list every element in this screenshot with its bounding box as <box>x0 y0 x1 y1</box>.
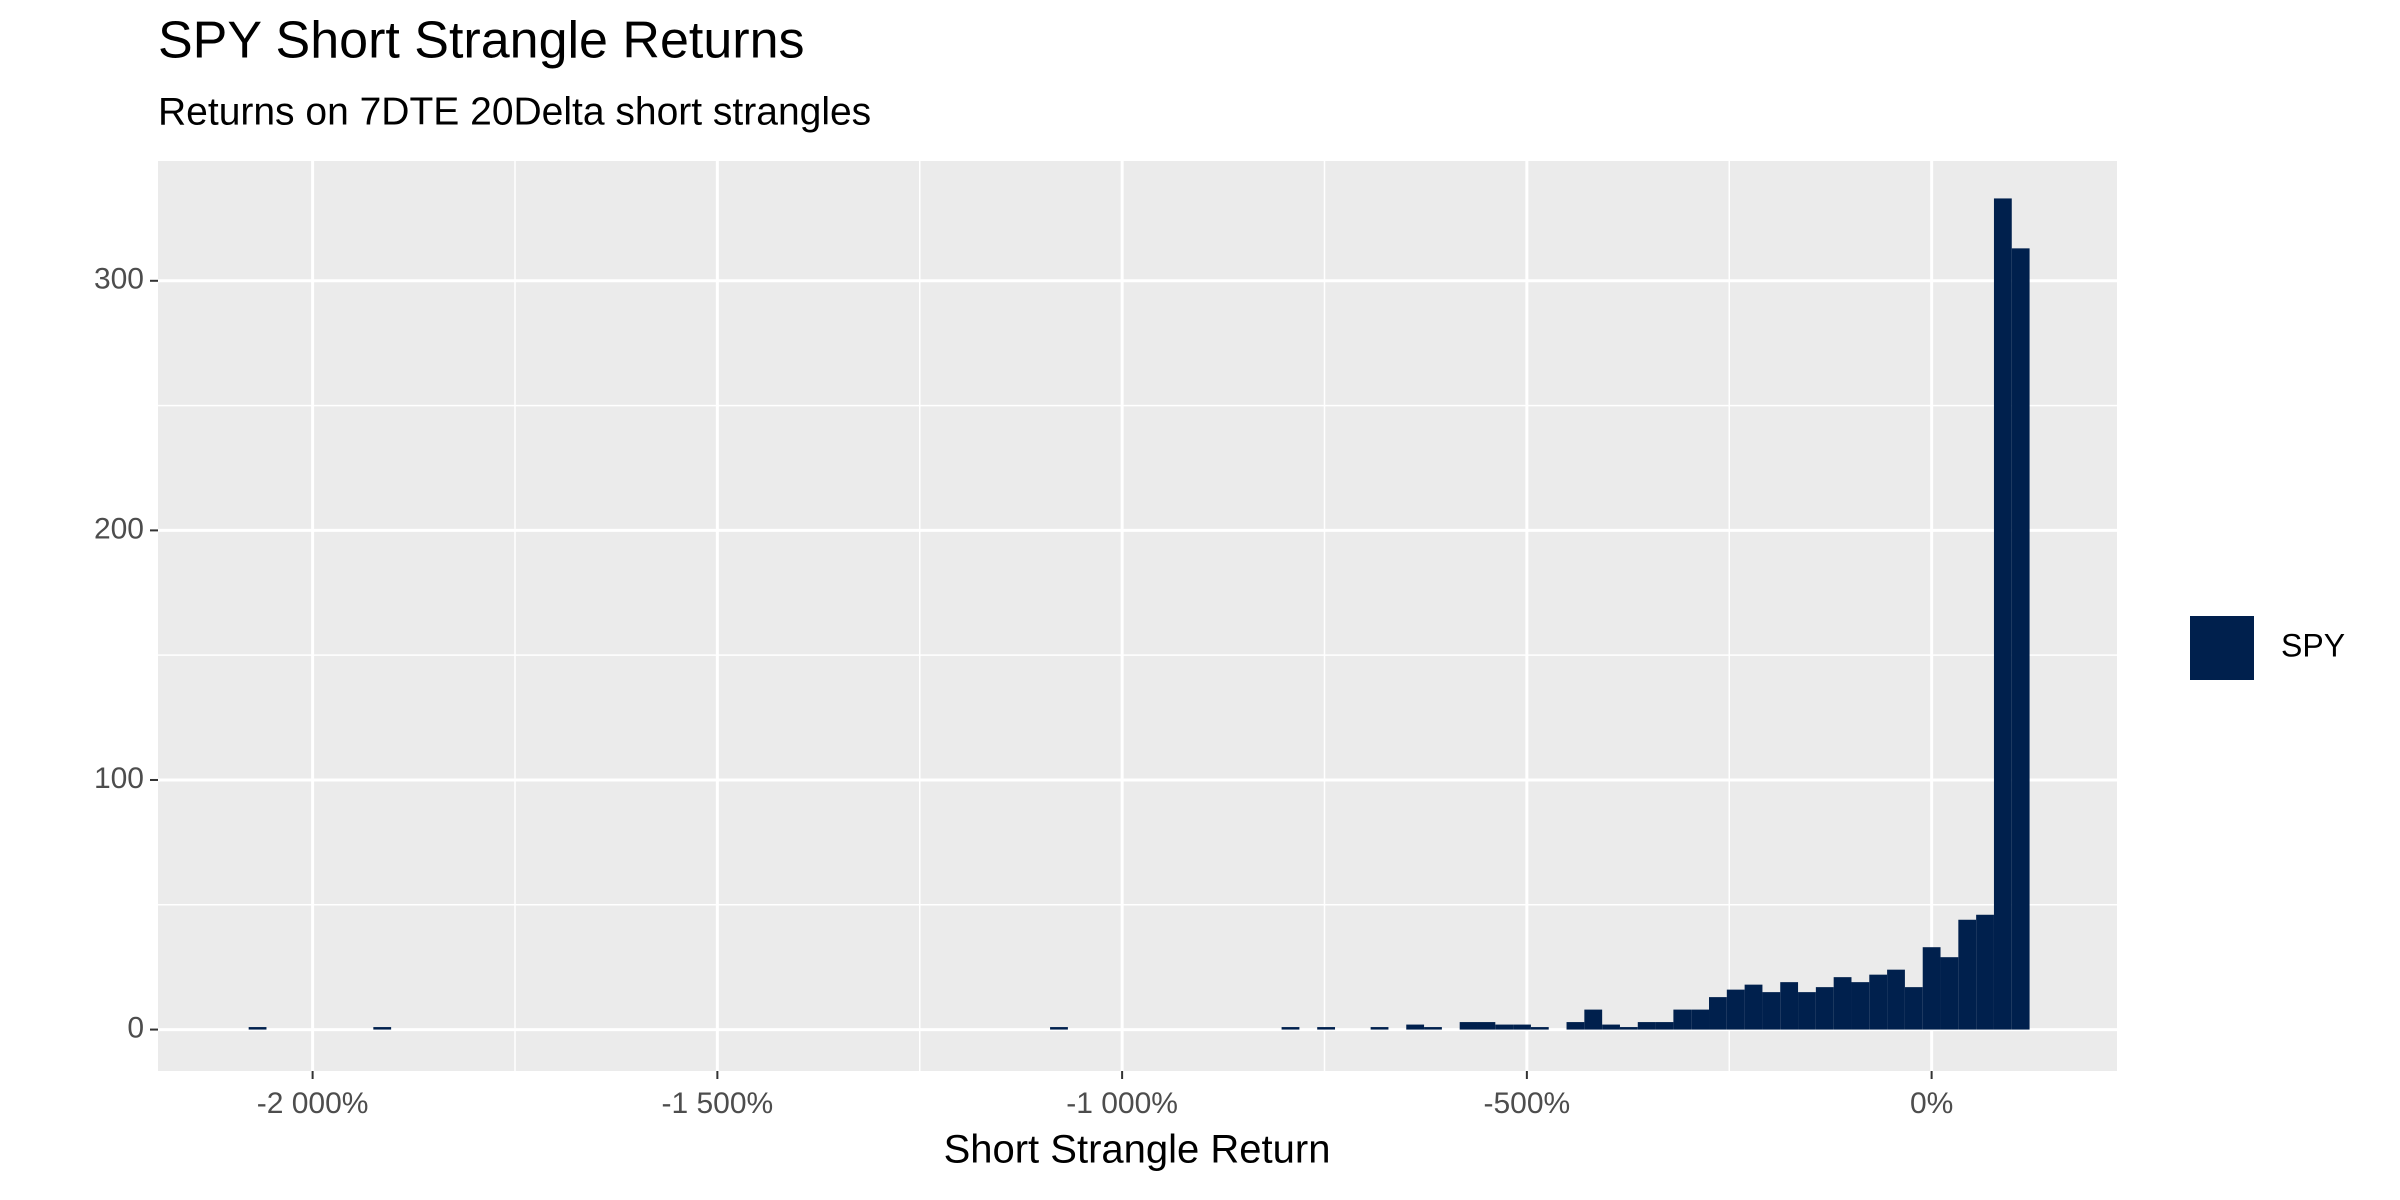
bar <box>1602 1024 1620 1030</box>
bar <box>1530 1027 1549 1030</box>
bar <box>1922 947 1941 1030</box>
x-tick-label: -2 000% <box>257 1087 369 1120</box>
y-tick-label: 100 <box>94 762 144 795</box>
bar <box>1619 1027 1638 1030</box>
bar <box>1691 1009 1710 1030</box>
x-tick-label: -1 000% <box>1066 1087 1178 1120</box>
bar <box>1459 1022 1478 1030</box>
bar <box>1655 1022 1674 1030</box>
legend-key <box>2188 614 2256 682</box>
x-tick-label: -1 500% <box>661 1087 773 1120</box>
bar <box>373 1027 392 1030</box>
bar <box>1566 1022 1585 1030</box>
chart-subtitle: Returns on 7DTE 20Delta short strangles <box>158 90 871 133</box>
bar <box>1940 957 1959 1030</box>
bar <box>1477 1022 1496 1030</box>
bar <box>1993 198 2012 1030</box>
y-tick-label: 200 <box>94 512 144 545</box>
bar <box>1495 1024 1514 1030</box>
bar <box>1976 914 1994 1030</box>
y-tick-label: 300 <box>94 263 144 296</box>
bar <box>1584 1009 1603 1030</box>
bar <box>1762 992 1781 1030</box>
bar <box>1709 997 1727 1030</box>
bar <box>1904 987 1923 1030</box>
bar <box>1744 984 1763 1030</box>
bar <box>1726 989 1745 1030</box>
bar <box>1798 992 1816 1030</box>
bar <box>1281 1027 1300 1030</box>
bar <box>1815 987 1834 1030</box>
bar <box>248 1027 267 1030</box>
bar <box>1424 1027 1442 1030</box>
chart-title: SPY Short Strangle Returns <box>158 12 805 70</box>
x-tick-label: 0% <box>1910 1087 1953 1120</box>
bar <box>1851 982 1870 1030</box>
bar <box>1780 982 1799 1030</box>
bar <box>1887 969 1905 1030</box>
bar <box>1370 1027 1389 1030</box>
bar <box>2011 248 2030 1030</box>
bar <box>1406 1024 1425 1030</box>
bar <box>1637 1022 1656 1030</box>
panel <box>158 161 2117 1071</box>
bar <box>1513 1024 1531 1030</box>
bar <box>1050 1027 1068 1030</box>
bar <box>1317 1027 1336 1030</box>
bar <box>1958 919 1977 1030</box>
bar <box>1673 1009 1692 1030</box>
bar <box>1833 977 1852 1030</box>
x-tick-label: -500% <box>1484 1087 1571 1120</box>
x-axis-title: Short Strangle Return <box>944 1128 1331 1172</box>
y-tick-label: 0 <box>127 1011 144 1044</box>
bar <box>1869 974 1888 1030</box>
legend-label: SPY <box>2281 627 2345 663</box>
